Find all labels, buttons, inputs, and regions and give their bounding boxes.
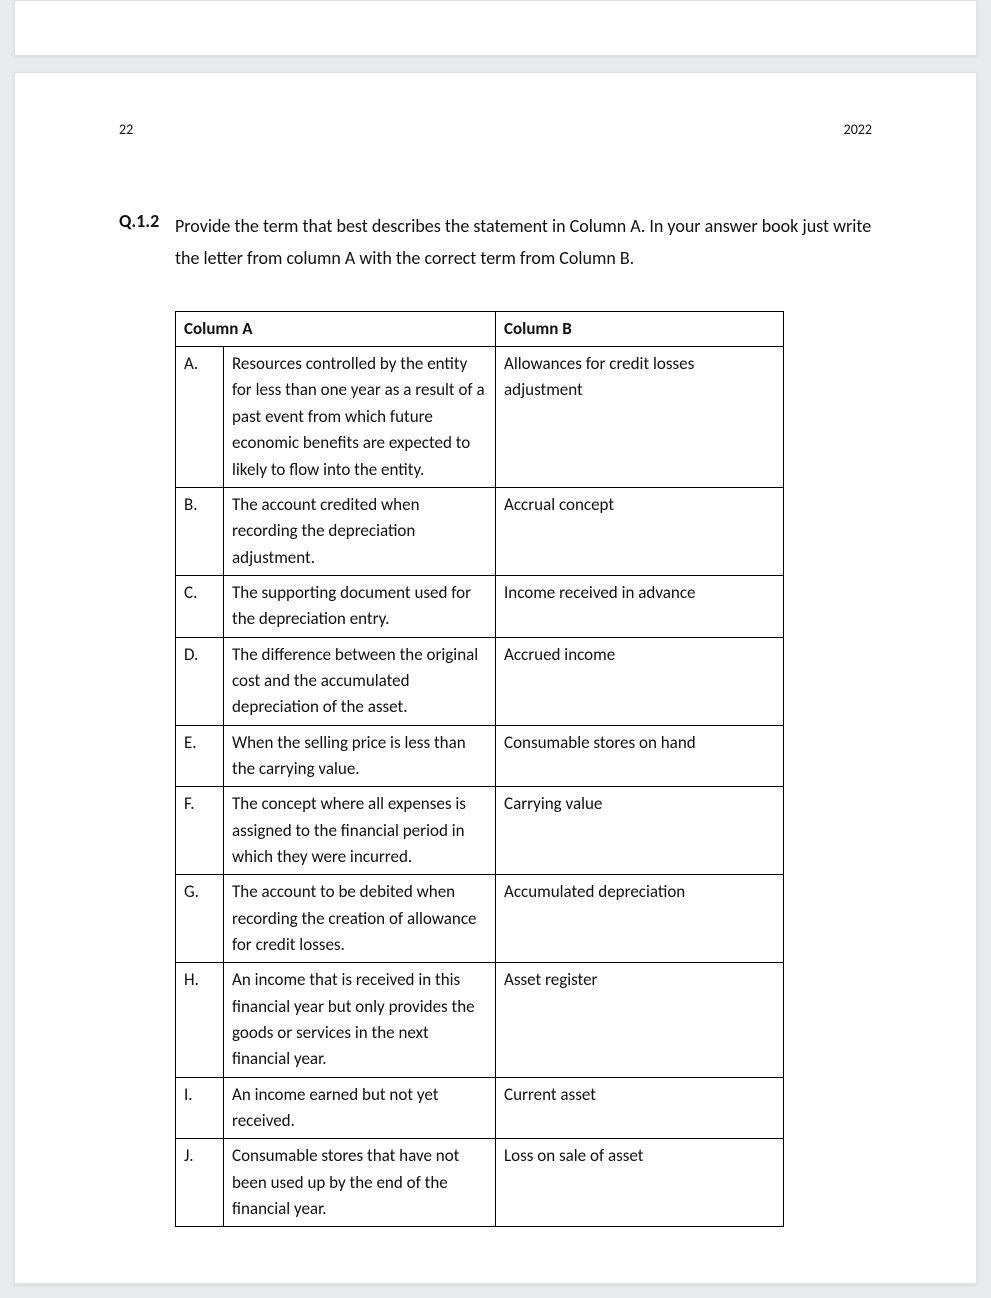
table-row: D.The difference between the original co…: [176, 637, 784, 725]
column-a-cell: Consumable stores that have not been use…: [224, 1139, 496, 1227]
column-a-cell: The supporting document used for the dep…: [224, 575, 496, 637]
column-b-cell: Current asset: [496, 1077, 784, 1139]
page-number: 22: [119, 121, 133, 138]
page-year: 2022: [844, 121, 872, 138]
row-letter: E.: [176, 725, 224, 787]
row-letter: B.: [176, 487, 224, 575]
row-letter: I.: [176, 1077, 224, 1139]
column-b-cell: Asset register: [496, 963, 784, 1077]
question-number: Q.1.2: [119, 210, 175, 232]
column-a-cell: Resources controlled by the entity for l…: [224, 347, 496, 488]
column-b-cell: Accrual concept: [496, 487, 784, 575]
matching-table-wrapper: Column A Column B A.Resources controlled…: [175, 311, 872, 1228]
matching-table: Column A Column B A.Resources controlled…: [175, 311, 784, 1228]
column-b-cell: Accumulated depreciation: [496, 875, 784, 963]
table-row: F.The concept where all expenses is assi…: [176, 787, 784, 875]
question-block: Q.1.2 Provide the term that best describ…: [119, 210, 872, 275]
table-row: G.The account to be debited when recordi…: [176, 875, 784, 963]
table-row: A.Resources controlled by the entity for…: [176, 347, 784, 488]
previous-page-sliver: [14, 0, 977, 56]
column-b-cell: Accrued income: [496, 637, 784, 725]
column-a-cell: The account credited when recording the …: [224, 487, 496, 575]
row-letter: D.: [176, 637, 224, 725]
column-a-cell: An income that is received in this finan…: [224, 963, 496, 1077]
table-row: C.The supporting document used for the d…: [176, 575, 784, 637]
column-b-cell: Income received in advance: [496, 575, 784, 637]
column-a-cell: An income earned but not yet received.: [224, 1077, 496, 1139]
table-row: I.An income earned but not yet received.…: [176, 1077, 784, 1139]
question-text: Provide the term that best describes the…: [175, 210, 872, 275]
viewport: 22 2022 Q.1.2 Provide the term that best…: [0, 0, 991, 1298]
column-a-cell: The concept where all expenses is assign…: [224, 787, 496, 875]
row-letter: H.: [176, 963, 224, 1077]
column-b-cell: Carrying value: [496, 787, 784, 875]
table-row: E.When the selling price is less than th…: [176, 725, 784, 787]
column-b-header: Column B: [496, 311, 784, 346]
column-b-cell: Loss on sale of asset: [496, 1139, 784, 1227]
row-letter: C.: [176, 575, 224, 637]
row-letter: A.: [176, 347, 224, 488]
column-a-header: Column A: [176, 311, 496, 346]
column-a-cell: The difference between the original cost…: [224, 637, 496, 725]
row-letter: G.: [176, 875, 224, 963]
table-row: J.Consumable stores that have not been u…: [176, 1139, 784, 1227]
row-letter: J.: [176, 1139, 224, 1227]
row-letter: F.: [176, 787, 224, 875]
document-page: 22 2022 Q.1.2 Provide the term that best…: [14, 72, 977, 1284]
column-b-cell: Allowances for credit losses adjustment: [496, 347, 784, 488]
table-row: H.An income that is received in this fin…: [176, 963, 784, 1077]
column-b-cell: Consumable stores on hand: [496, 725, 784, 787]
column-a-cell: When the selling price is less than the …: [224, 725, 496, 787]
table-row: B.The account credited when recording th…: [176, 487, 784, 575]
table-header-row: Column A Column B: [176, 311, 784, 346]
column-a-cell: The account to be debited when recording…: [224, 875, 496, 963]
page-header: 22 2022: [119, 121, 872, 138]
